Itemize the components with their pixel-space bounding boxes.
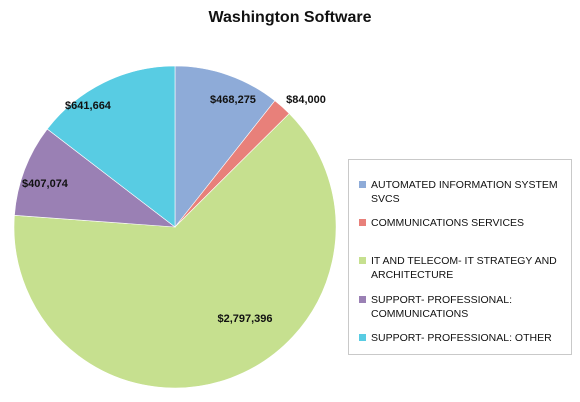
- legend-item: IT AND TELECOM- IT STRATEGY AND ARCHITEC…: [359, 254, 569, 282]
- legend-label: SUPPORT- PROFESSIONAL: OTHER: [371, 332, 552, 344]
- data-label: $641,664: [65, 100, 112, 112]
- legend-swatch: [359, 257, 366, 264]
- pie-slice: [14, 128, 176, 228]
- pie-slice: [13, 113, 337, 389]
- legend-item: AUTOMATED INFORMATION SYSTEM SVCS: [359, 178, 569, 206]
- legend-label: SUPPORT- PROFESSIONAL: COMMUNICATIONS: [371, 294, 513, 320]
- pie-slice: [46, 65, 176, 228]
- chart-legend: AUTOMATED INFORMATION SYSTEM SVCS COMMUN…: [348, 159, 572, 355]
- legend-swatch: [359, 181, 366, 188]
- legend-label: IT AND TELECOM- IT STRATEGY AND ARCHITEC…: [371, 255, 557, 281]
- legend-swatch: [359, 296, 366, 303]
- legend-label: AUTOMATED INFORMATION SYSTEM SVCS: [371, 179, 558, 205]
- legend-swatch: [359, 219, 366, 226]
- data-label: $407,074: [22, 178, 69, 190]
- data-label: $84,000: [286, 94, 326, 106]
- legend-item: SUPPORT- PROFESSIONAL: COMMUNICATIONS: [359, 293, 569, 321]
- pie-slices: [13, 65, 337, 389]
- data-label: $2,797,396: [217, 313, 272, 325]
- legend-item: COMMUNICATIONS SERVICES: [359, 216, 569, 230]
- data-label: $468,275: [210, 94, 256, 106]
- legend-swatch: [359, 334, 366, 341]
- chart-title: Washington Software: [208, 9, 372, 26]
- legend-label: COMMUNICATIONS SERVICES: [371, 217, 525, 229]
- legend-item: SUPPORT- PROFESSIONAL: OTHER: [359, 331, 569, 345]
- pie-slice: [174, 65, 276, 228]
- pie-data-labels: $468,275 $84,000 $2,797,396 $407,074 $641,66…: [22, 94, 326, 325]
